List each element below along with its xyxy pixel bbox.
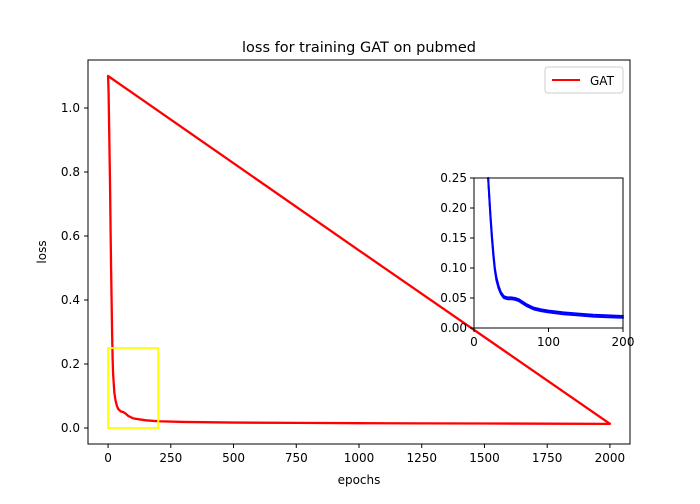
y-tick-label: 0.0 (61, 421, 80, 435)
inset-y-tick-label: 0.05 (440, 291, 467, 305)
main-x-ticks: 0 250 500 750 1000 1250 1500 1750 2000 (104, 444, 625, 465)
x-tick-label: 750 (285, 451, 308, 465)
inset-series-line-1 (487, 177, 624, 319)
x-tick-label: 2000 (595, 451, 626, 465)
x-tick-label: 500 (222, 451, 245, 465)
main-series-group (106, 74, 612, 425)
inset-series-group (487, 177, 624, 319)
y-tick-label: 0.2 (61, 357, 80, 371)
inset-y-tick-label: 0.25 (440, 171, 467, 185)
chart-title: loss for training GAT on pubmed (242, 40, 476, 56)
main-axes: 0 250 500 750 1000 1250 1500 1750 2000 0.00.20.4… (35, 59, 631, 487)
zoom-highlight-box (107, 347, 160, 429)
inset-y-tick-label: 0.15 (440, 231, 467, 245)
legend: GAT (544, 66, 624, 94)
inset-x-tick-label: 0 (470, 335, 478, 349)
inset-y-ticks: 0.00 0.05 0.10 0.15 0.20 0.25 (440, 171, 474, 335)
x-tick-label: 1750 (532, 451, 563, 465)
inset-axes: 0 100 200 0.00 0.05 0.10 0.15 0.20 0.25 (440, 171, 634, 349)
main-y-ticks: 0.0 0.2 0.4 0.6 0.8 1.0 (61, 101, 88, 435)
inset-x-tick-label: 100 (537, 335, 560, 349)
x-tick-label: 1250 (406, 451, 437, 465)
series-line-gat (106, 74, 612, 425)
y-tick-label: 0.8 (61, 165, 80, 179)
legend-box (544, 66, 624, 94)
inset-y-tick-label: 0.20 (440, 201, 467, 215)
x-tick-label: 250 (159, 451, 182, 465)
y-tick-label: 0.6 (61, 229, 80, 243)
inset-y-tick-label: 0.10 (440, 261, 467, 275)
y-tick-label: 0.4 (61, 293, 80, 307)
y-tick-label: 1.0 (61, 101, 80, 115)
inset-x-ticks: 0 100 200 (470, 328, 634, 349)
x-axis-label: epochs (338, 473, 381, 487)
inset-background (474, 178, 623, 328)
inset-y-tick-label: 0.00 (440, 321, 467, 335)
y-axis-label: loss (35, 240, 49, 263)
inset-x-tick-label: 200 (612, 335, 635, 349)
x-tick-label: 1500 (469, 451, 500, 465)
x-tick-label: 1000 (344, 451, 375, 465)
legend-label-gat: GAT (590, 74, 615, 88)
x-tick-label: 0 (104, 451, 112, 465)
